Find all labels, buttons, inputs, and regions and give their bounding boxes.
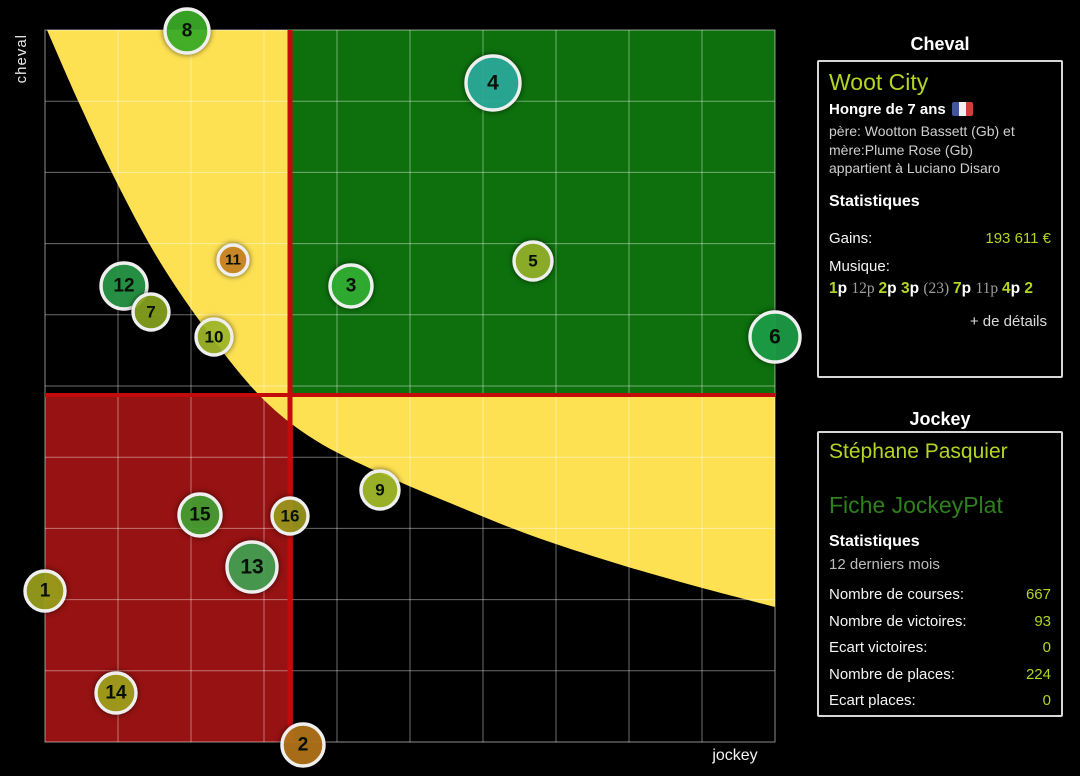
bubble-label: 16 — [281, 507, 300, 526]
musique-token: (23) — [923, 279, 954, 297]
musique-token: 3 — [900, 279, 910, 297]
bubble-13[interactable]: 13 — [225, 540, 279, 594]
bubble-label: 3 — [346, 276, 357, 297]
stat-label: Nombre de victoires: — [829, 612, 967, 630]
bubble-11[interactable]: 11 — [216, 243, 250, 277]
x-axis-label: jockey — [712, 747, 758, 764]
pedigree-line: père: Wootton Bassett (Gb) et — [829, 123, 1015, 139]
jockey-stats-subtitle: 12 derniers mois — [829, 556, 940, 573]
cheval-stats-heading: Statistiques — [829, 192, 920, 210]
cheval-panel: Cheval Woot City Hongre de 7 ans père: W… — [817, 34, 1063, 378]
musique-token: p — [1010, 279, 1025, 297]
bubble-7[interactable]: 7 — [131, 292, 171, 332]
bubble-15[interactable]: 15 — [177, 492, 223, 538]
green-quadrant-region — [292, 30, 775, 393]
jockey-stats-list: Nombre de courses: 667 Nombre de victoir… — [829, 586, 1051, 709]
stat-value: 224 — [1025, 665, 1051, 683]
bubble-label: 8 — [182, 21, 193, 42]
bubble-label: 12 — [113, 276, 134, 297]
more-details-link[interactable]: + de détails — [969, 312, 1047, 330]
musique-token: 4 — [1002, 279, 1011, 297]
stat-row: Ecart places: 0 — [829, 692, 1051, 709]
stat-label: Nombre de courses: — [829, 586, 965, 603]
gains-value: 193 611 € — [985, 229, 1051, 247]
bubble-4[interactable]: 4 — [464, 54, 522, 112]
horse-name-link[interactable]: Woot City — [829, 69, 929, 95]
stat-value: 93 — [1034, 612, 1051, 630]
bubble-label: 6 — [769, 326, 781, 349]
gridlines — [45, 30, 775, 742]
bubble-label: 1 — [40, 581, 51, 602]
gains-row: Gains: 193 611 € — [829, 230, 1051, 248]
plot-frame — [44, 29, 776, 743]
bubble-label: 5 — [528, 252, 537, 271]
bubble-14[interactable]: 14 — [94, 671, 138, 715]
gains-label: Gains: — [829, 229, 873, 247]
bubble-8[interactable]: 8 — [163, 7, 211, 55]
pedigree-line: appartient à Luciano Disaro — [829, 160, 1001, 176]
horse-description: Hongre de 7 ans — [829, 101, 946, 118]
musique-value: 1p 12p 2p 3p (23) 7p 11p 4p 2 — [829, 279, 1051, 299]
pedigree-line: mère:Plume Rose (Gb) — [829, 141, 973, 158]
bubble-9[interactable]: 9 — [359, 469, 401, 511]
cheval-card: Woot City Hongre de 7 ans père: Wootton … — [817, 60, 1063, 378]
jockey-fiche-link[interactable]: Fiche JockeyPlat — [829, 492, 1003, 518]
musique-token: p — [887, 279, 901, 297]
jockey-panel-title: Jockey — [909, 409, 971, 429]
musique-token: 2 — [878, 279, 888, 297]
musique-token: p — [961, 279, 976, 297]
jockey-panel: Jockey Stéphane Pasquier Fiche JockeyPla… — [817, 409, 1063, 717]
cheval-panel-title: Cheval — [910, 34, 970, 54]
musique-token: p — [837, 279, 852, 297]
musique-label: Musique: — [829, 257, 890, 275]
bubble-1[interactable]: 1 — [23, 569, 67, 613]
bubble-2[interactable]: 2 — [280, 722, 326, 768]
bubble-label: 13 — [240, 556, 263, 579]
musique-token: 12p — [851, 279, 879, 297]
musique-token: 1 — [829, 279, 838, 297]
bubble-label: 4 — [487, 72, 499, 95]
stat-label: Ecart victoires: — [829, 639, 928, 656]
stat-value: 0 — [1042, 692, 1051, 709]
bubble-label: 14 — [105, 683, 127, 704]
bubble-label: 15 — [189, 505, 211, 526]
stat-label: Ecart places: — [829, 692, 916, 709]
musique-token: p — [909, 279, 924, 297]
pedigree-text: père: Wootton Bassett (Gb) et mère:Plume… — [829, 122, 1051, 178]
stat-label: Nombre de places: — [829, 665, 955, 683]
stat-row: Nombre de victoires: 93 — [829, 613, 1051, 630]
musique-token: 11p — [975, 279, 1003, 297]
france-flag-icon — [951, 102, 973, 116]
bubble-label: 2 — [298, 735, 309, 756]
y-axis-label: cheval — [13, 34, 30, 84]
bubble-label: 10 — [205, 328, 224, 347]
stat-value: 667 — [1025, 586, 1051, 603]
stat-row: Ecart victoires: 0 — [829, 639, 1051, 656]
stat-value: 0 — [1042, 639, 1051, 656]
stat-row: Nombre de courses: 667 — [829, 586, 1051, 603]
bubble-5[interactable]: 5 — [512, 240, 554, 282]
jockey-name-link[interactable]: Stéphane Pasquier — [829, 440, 1008, 463]
jockey-card: Stéphane Pasquier Fiche JockeyPlat Stati… — [817, 431, 1063, 717]
bubble-label: 11 — [225, 252, 241, 269]
bubble-12[interactable]: 12 — [99, 261, 149, 311]
bubble-16[interactable]: 16 — [270, 496, 310, 536]
bubble-10[interactable]: 10 — [194, 317, 234, 357]
stat-row: Nombre de places: 224 — [829, 666, 1051, 683]
jockey-stats-heading: Statistiques — [829, 533, 920, 550]
musique-token: 7 — [953, 279, 962, 297]
bubble-label: 9 — [375, 481, 384, 500]
info-sidebar: Cheval Woot City Hongre de 7 ans père: W… — [817, 0, 1063, 717]
bubble-label: 7 — [146, 303, 155, 322]
bubble-6[interactable]: 6 — [748, 310, 802, 364]
musique-token: 2 — [1024, 279, 1034, 297]
bubble-3[interactable]: 3 — [328, 263, 374, 309]
